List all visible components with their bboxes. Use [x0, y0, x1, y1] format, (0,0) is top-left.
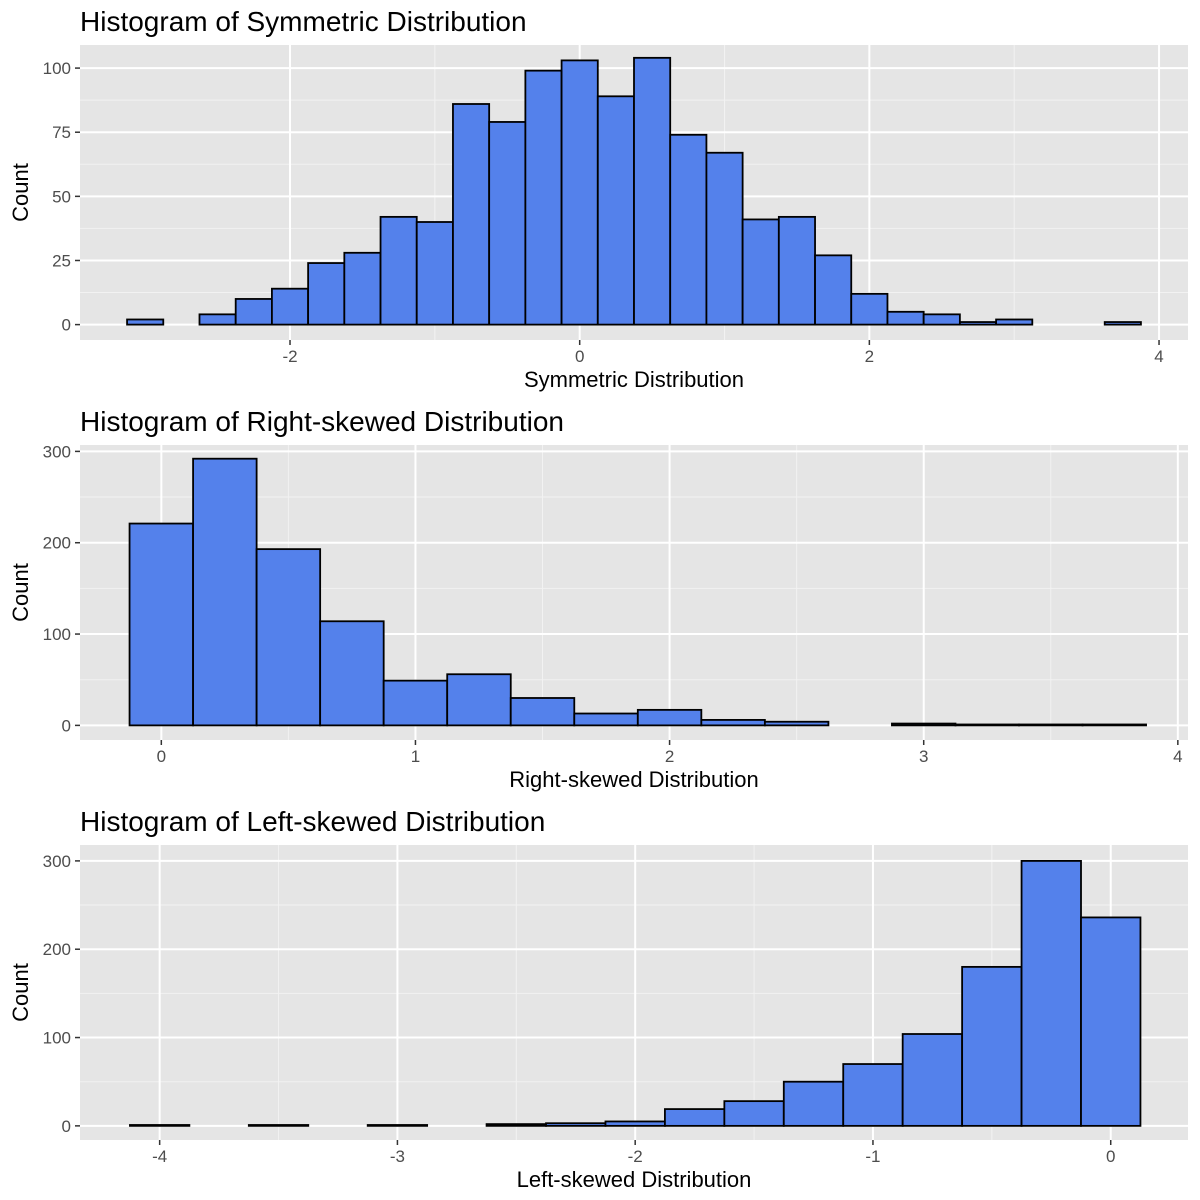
histogram-bar: [234, 298, 273, 326]
x-tick-label: -2: [628, 1147, 643, 1166]
histogram-bar: [247, 1124, 310, 1127]
histogram-bar: [961, 965, 1023, 1127]
x-tick-label: -3: [390, 1147, 405, 1166]
left-skewed-histogram-panel: -4 -3 -2 -1 0 0 100 200 300 Histogram of Left-ske…: [8, 806, 1188, 1192]
histogram-bar: [636, 708, 703, 727]
histogram-bar: [814, 254, 853, 326]
histogram-bar: [782, 1080, 845, 1127]
histogram-bar: [922, 313, 961, 326]
y-tick-label: 75: [52, 123, 71, 142]
histogram-bar: [366, 1124, 429, 1127]
histogram-bar: [1103, 321, 1142, 326]
y-tick-label: 50: [52, 187, 71, 206]
y-tick-label: 0: [62, 316, 71, 335]
histogram-bar: [343, 251, 382, 326]
y-tick-label: 100: [43, 1029, 71, 1048]
histogram-bar: [307, 262, 346, 326]
histogram-bar: [664, 1108, 726, 1127]
histogram-bar: [700, 719, 766, 727]
histogram-bar: [415, 221, 454, 326]
x-tick-label: 3: [919, 747, 928, 766]
x-tick-label: 0: [1106, 1147, 1115, 1166]
y-tick-label: 300: [43, 852, 71, 871]
histogram-bar: [128, 522, 194, 727]
histogram-bar: [545, 1122, 607, 1127]
histogram-bar: [452, 103, 491, 326]
histogram-bar: [198, 313, 237, 326]
x-tick-label: 0: [575, 347, 584, 366]
x-tick-label: -4: [152, 1147, 167, 1166]
x-tick-label: 4: [1173, 747, 1182, 766]
x-tick-label: 4: [1154, 347, 1163, 366]
histogram-bar: [129, 1124, 191, 1127]
histogram-bar: [705, 151, 744, 326]
histogram-bar: [271, 287, 310, 326]
x-tick-label: 2: [665, 747, 674, 766]
histogram-bar: [886, 310, 925, 326]
histogram-bar: [669, 133, 708, 326]
y-axis-label: Count: [8, 563, 33, 622]
histogram-bar: [850, 292, 889, 326]
histogram-bar: [958, 321, 997, 326]
histogram-bar: [488, 121, 527, 326]
histogram-bar: [446, 673, 512, 727]
y-tick-label: 0: [62, 716, 71, 735]
x-tick-label: 1: [411, 747, 420, 766]
histogram-bar: [524, 69, 563, 326]
histogram-bar: [741, 218, 780, 326]
y-tick-label: 200: [43, 534, 71, 553]
y-axis-label: Count: [8, 163, 33, 222]
chart-title: Histogram of Right-skewed Distribution: [80, 406, 564, 437]
histogram-bar: [995, 318, 1034, 326]
y-tick-label: 100: [43, 59, 71, 78]
chart-title: Histogram of Symmetric Distribution: [80, 6, 527, 37]
x-tick-label: 0: [157, 747, 166, 766]
histogram-bar: [319, 620, 385, 727]
histogram-bar: [1020, 859, 1082, 1127]
chart-title: Histogram of Left-skewed Distribution: [80, 806, 545, 837]
y-tick-label: 200: [43, 940, 71, 959]
y-tick-label: 0: [62, 1117, 71, 1136]
y-tick-label: 300: [43, 442, 71, 461]
histogram-bar: [485, 1123, 547, 1127]
histogram-bar: [573, 712, 639, 727]
histogram-bar: [382, 679, 449, 727]
histogram-bar: [954, 723, 1020, 727]
y-tick-label: 100: [43, 625, 71, 644]
histogram-bar: [255, 548, 322, 727]
histogram-bar: [763, 720, 830, 727]
histogram-bar: [1080, 916, 1142, 1127]
histogram-bar: [192, 457, 258, 727]
histogram-bar: [596, 95, 635, 326]
histogram-bar: [509, 697, 576, 727]
y-axis-label: Count: [8, 963, 33, 1022]
histogram-bar: [891, 722, 957, 727]
right-skewed-histogram-panel: 0 1 2 3 4 0 100 200 300 Histogram of Right-skewed…: [8, 406, 1188, 792]
x-axis-label: Right-skewed Distribution: [509, 767, 758, 792]
histogram-bar: [560, 59, 599, 326]
histogram-bar: [842, 1063, 904, 1127]
histogram-bar: [777, 215, 816, 326]
x-axis-label: Symmetric Distribution: [524, 367, 744, 392]
histogram-bar: [379, 215, 418, 326]
histogram-bar: [1081, 723, 1147, 727]
x-tick-label: -2: [282, 347, 297, 366]
x-tick-label: -1: [865, 1147, 880, 1166]
histogram-bar: [126, 318, 165, 326]
histogram-bar: [901, 1033, 964, 1127]
histogram-bar: [723, 1100, 785, 1127]
histogram-bar: [633, 56, 672, 326]
histogram-bar: [1018, 723, 1084, 727]
x-axis-label: Left-skewed Distribution: [517, 1167, 752, 1192]
histogram-bar: [604, 1120, 666, 1127]
x-tick-label: 2: [865, 347, 874, 366]
symmetric-histogram-panel: -2 0 2 4 0 25 50 75 100 Histogram of Symmetric Di…: [8, 6, 1188, 392]
y-tick-label: 25: [52, 251, 71, 270]
